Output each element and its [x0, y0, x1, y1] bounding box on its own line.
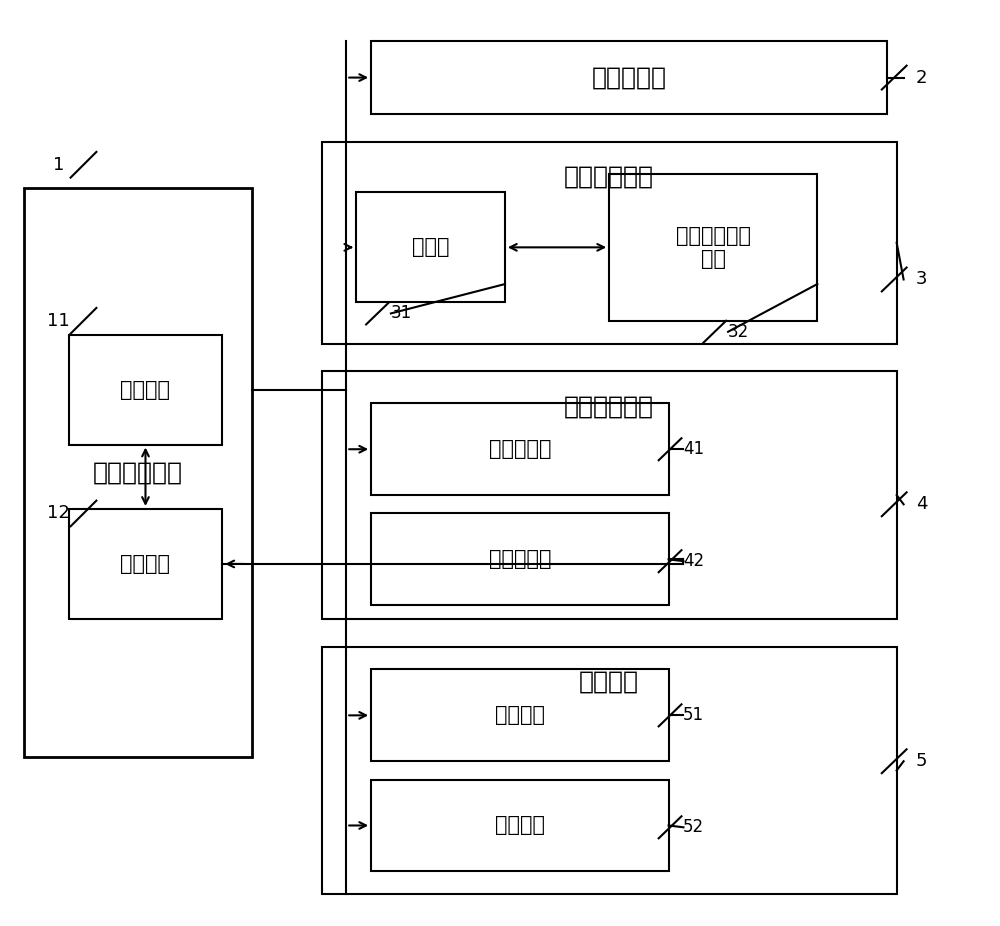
- Text: 运算处理模块: 运算处理模块: [93, 460, 183, 484]
- Text: 有线通信: 有线通信: [495, 706, 545, 725]
- FancyBboxPatch shape: [371, 669, 669, 761]
- Text: 外围电路: 外围电路: [120, 554, 170, 574]
- FancyBboxPatch shape: [371, 404, 669, 495]
- FancyBboxPatch shape: [371, 780, 669, 871]
- Text: 2: 2: [916, 69, 927, 86]
- FancyBboxPatch shape: [371, 41, 887, 114]
- FancyBboxPatch shape: [322, 142, 897, 344]
- Text: 触摸输入板: 触摸输入板: [489, 549, 551, 569]
- Text: 12: 12: [47, 505, 70, 522]
- Text: 41: 41: [683, 440, 704, 458]
- Text: 摄像头: 摄像头: [412, 237, 449, 257]
- Text: 51: 51: [683, 707, 704, 724]
- Text: 处理芯片: 处理芯片: [120, 380, 170, 400]
- Text: 32: 32: [727, 323, 749, 341]
- Text: 反馈显示系统: 反馈显示系统: [564, 394, 654, 419]
- Text: 3: 3: [916, 270, 927, 289]
- Text: 5: 5: [916, 752, 927, 770]
- Text: 电动载物台: 电动载物台: [591, 66, 666, 90]
- FancyBboxPatch shape: [69, 509, 222, 619]
- FancyBboxPatch shape: [371, 514, 669, 606]
- Text: 52: 52: [683, 819, 704, 836]
- Text: 通讯模块: 通讯模块: [579, 669, 639, 694]
- FancyBboxPatch shape: [609, 174, 817, 320]
- Text: 4: 4: [916, 495, 927, 513]
- Text: 图像捕获模块: 图像捕获模块: [564, 165, 654, 189]
- FancyBboxPatch shape: [356, 193, 505, 303]
- Text: 42: 42: [683, 552, 704, 570]
- Text: 11: 11: [47, 312, 70, 330]
- Text: 31: 31: [390, 305, 411, 322]
- FancyBboxPatch shape: [24, 188, 252, 757]
- Text: 无线通信: 无线通信: [495, 816, 545, 835]
- Text: 液晶显示屏: 液晶显示屏: [489, 439, 551, 459]
- FancyBboxPatch shape: [322, 371, 897, 619]
- Text: 1: 1: [53, 156, 64, 174]
- FancyBboxPatch shape: [322, 646, 897, 895]
- FancyBboxPatch shape: [69, 334, 222, 444]
- Text: 光学放大镜片
模组: 光学放大镜片 模组: [676, 226, 751, 269]
